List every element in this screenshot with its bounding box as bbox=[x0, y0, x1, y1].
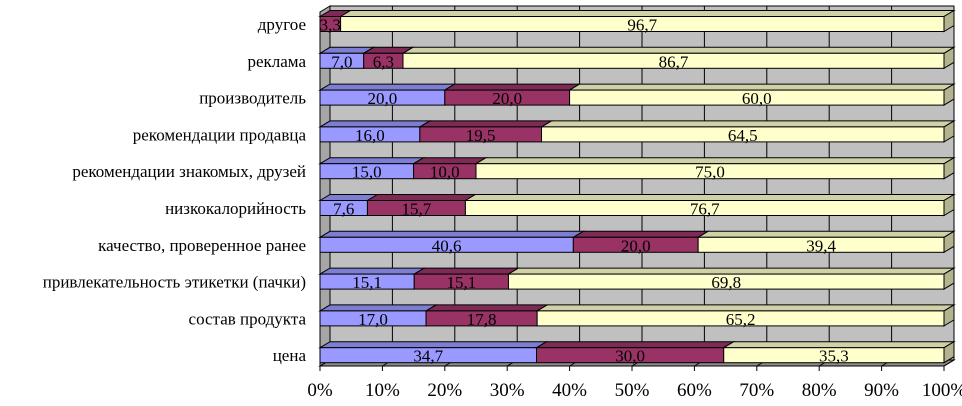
category-label: реклама bbox=[247, 52, 306, 71]
category-label: состав продукта bbox=[189, 309, 307, 328]
data-label: 40,6 bbox=[432, 236, 462, 255]
data-label: 15,1 bbox=[352, 273, 382, 292]
data-label: 39,4 bbox=[806, 236, 836, 255]
bar-segment bbox=[463, 193, 956, 217]
bar-end-face bbox=[943, 193, 955, 217]
data-label: 15,7 bbox=[402, 200, 432, 219]
data-label: 75,0 bbox=[695, 163, 725, 182]
data-label: 3,3 bbox=[320, 16, 341, 35]
bar-end-face bbox=[943, 340, 955, 364]
data-label: 17,8 bbox=[467, 310, 497, 329]
bar-segment bbox=[442, 83, 582, 106]
bar-segment bbox=[696, 230, 956, 254]
data-label: 7,6 bbox=[333, 200, 354, 219]
category-label: рекомендации знакомых, друзей bbox=[72, 162, 306, 181]
data-label: 96,7 bbox=[627, 16, 657, 35]
bar-end-face bbox=[943, 46, 955, 70]
bar-segment bbox=[338, 9, 956, 33]
bar-segment bbox=[535, 304, 956, 327]
bar-segment bbox=[318, 120, 432, 143]
data-label: 30,0 bbox=[615, 347, 645, 366]
data-label: 17,0 bbox=[358, 310, 388, 329]
data-label: 15,1 bbox=[446, 273, 476, 292]
x-tick-label: 30% bbox=[490, 380, 525, 401]
data-label: 35,3 bbox=[819, 347, 849, 366]
x-tick-label: 40% bbox=[552, 380, 587, 401]
bar-segment bbox=[474, 156, 956, 180]
bar-segment bbox=[567, 83, 956, 106]
data-label: 69,8 bbox=[711, 273, 741, 292]
category-label: качество, проверенное ранее bbox=[98, 236, 306, 255]
bar-segment bbox=[506, 267, 956, 290]
data-label: 65,2 bbox=[726, 310, 756, 329]
category-label: цена bbox=[273, 346, 307, 365]
data-label: 86,7 bbox=[659, 52, 689, 71]
x-tick-label: 80% bbox=[802, 380, 837, 401]
x-tick-label: 50% bbox=[615, 380, 650, 401]
x-tick-label: 10% bbox=[365, 380, 400, 401]
gridline-floor bbox=[943, 359, 955, 367]
x-tick-label: 0% bbox=[307, 380, 333, 401]
data-label: 60,0 bbox=[742, 89, 772, 108]
x-tick-label: 20% bbox=[427, 380, 462, 401]
category-label: низкокалорийность bbox=[165, 199, 306, 218]
data-label: 10,0 bbox=[430, 163, 460, 182]
data-label: 76,7 bbox=[690, 200, 720, 219]
data-label: 20,0 bbox=[621, 236, 651, 255]
x-tick-label: 70% bbox=[739, 380, 774, 401]
bar-segment bbox=[721, 340, 956, 364]
bar-end-face bbox=[943, 304, 955, 327]
bar-end-face bbox=[943, 83, 955, 106]
bar-end-face bbox=[943, 267, 955, 290]
data-label: 15,0 bbox=[352, 163, 382, 182]
bar-end-face bbox=[943, 120, 955, 143]
bar-end-face bbox=[943, 9, 955, 33]
bar-segment bbox=[365, 194, 478, 216]
category-label: производитель bbox=[199, 89, 306, 108]
bar-segment bbox=[318, 267, 427, 290]
bar-end-face bbox=[943, 156, 955, 180]
category-label: рекомендации продавца bbox=[133, 125, 307, 144]
bar-segment bbox=[539, 120, 956, 143]
data-label: 16,0 bbox=[355, 126, 385, 145]
data-label: 34,7 bbox=[413, 347, 443, 366]
data-label: 7,0 bbox=[331, 52, 352, 71]
bar-end-face bbox=[943, 230, 955, 254]
data-label: 20,0 bbox=[368, 89, 398, 108]
category-label: другое bbox=[258, 15, 306, 34]
data-label: 19,5 bbox=[466, 126, 496, 145]
data-label: 6,3 bbox=[373, 52, 394, 71]
x-tick-label: 60% bbox=[677, 380, 712, 401]
bar-segment bbox=[424, 304, 549, 327]
x-tick-label: 100% bbox=[922, 380, 962, 401]
data-label: 64,5 bbox=[728, 126, 758, 145]
x-tick-label: 90% bbox=[864, 380, 899, 401]
category-label: привлекательность этикетки (пачки) bbox=[43, 273, 306, 292]
data-label: 20,0 bbox=[492, 89, 522, 108]
bar-segment bbox=[401, 46, 956, 70]
